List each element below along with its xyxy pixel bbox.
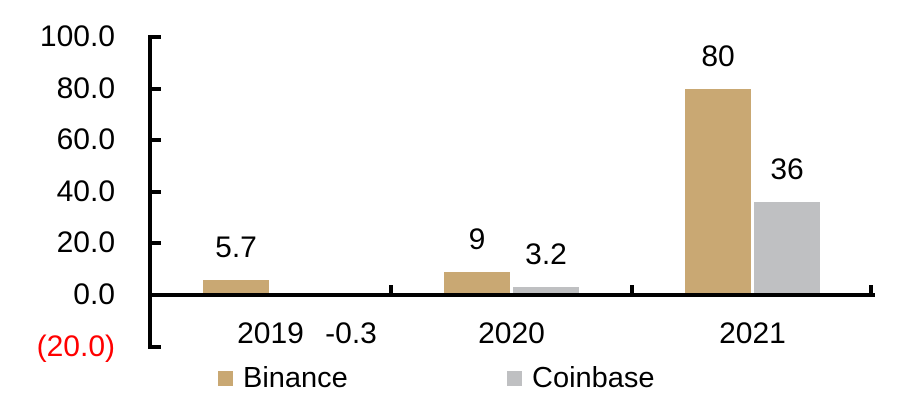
y-tick-label: 0.0 — [73, 278, 115, 311]
legend-label: Binance — [243, 362, 348, 394]
x-tick — [869, 285, 873, 293]
bar-coinbase-2020 — [513, 286, 579, 295]
y-tick — [152, 138, 161, 143]
bar-value-label: 36 — [770, 153, 804, 187]
y-tick — [152, 35, 161, 39]
category-label: 2019 — [237, 317, 304, 350]
legend-item-binance: Binance — [218, 362, 348, 394]
x-tick — [389, 285, 393, 293]
y-tick-label: 80.0 — [56, 71, 115, 105]
y-tick-label: 100.0 — [39, 20, 115, 53]
legend-label: Coinbase — [532, 362, 655, 394]
y-tick — [152, 344, 161, 349]
y-tick — [152, 86, 161, 91]
bar-binance-2020 — [444, 271, 510, 295]
y-tick — [152, 189, 161, 194]
legend-item-coinbase: Coinbase — [507, 362, 655, 394]
bar-coinbase-2021 — [754, 202, 820, 295]
bar-value-label: 9 — [468, 222, 486, 256]
x-tick — [630, 285, 634, 293]
bar-value-label: 80 — [701, 39, 735, 73]
bar-value-label: 5.7 — [215, 231, 257, 265]
bar-binance-2021 — [685, 88, 751, 295]
legend-swatch-coinbase — [507, 370, 522, 386]
bar-binance-2019 — [203, 280, 269, 295]
bar-value-label: 3.2 — [525, 237, 567, 271]
y-tick-label: 40.0 — [56, 174, 115, 208]
y-tick — [152, 241, 161, 246]
category-label: 2020 — [478, 317, 545, 350]
y-tick-label: 60.0 — [56, 123, 115, 157]
legend-swatch-binance — [218, 370, 233, 386]
y-axis-line — [148, 35, 152, 349]
y-tick-label: 20.0 — [56, 226, 115, 260]
y-tick — [152, 293, 161, 297]
category-label: 2021 — [719, 317, 786, 350]
bar-value-label: -0.3 — [325, 317, 377, 350]
y-tick-label: (20.0) — [36, 329, 115, 363]
x-axis-line — [148, 293, 875, 297]
